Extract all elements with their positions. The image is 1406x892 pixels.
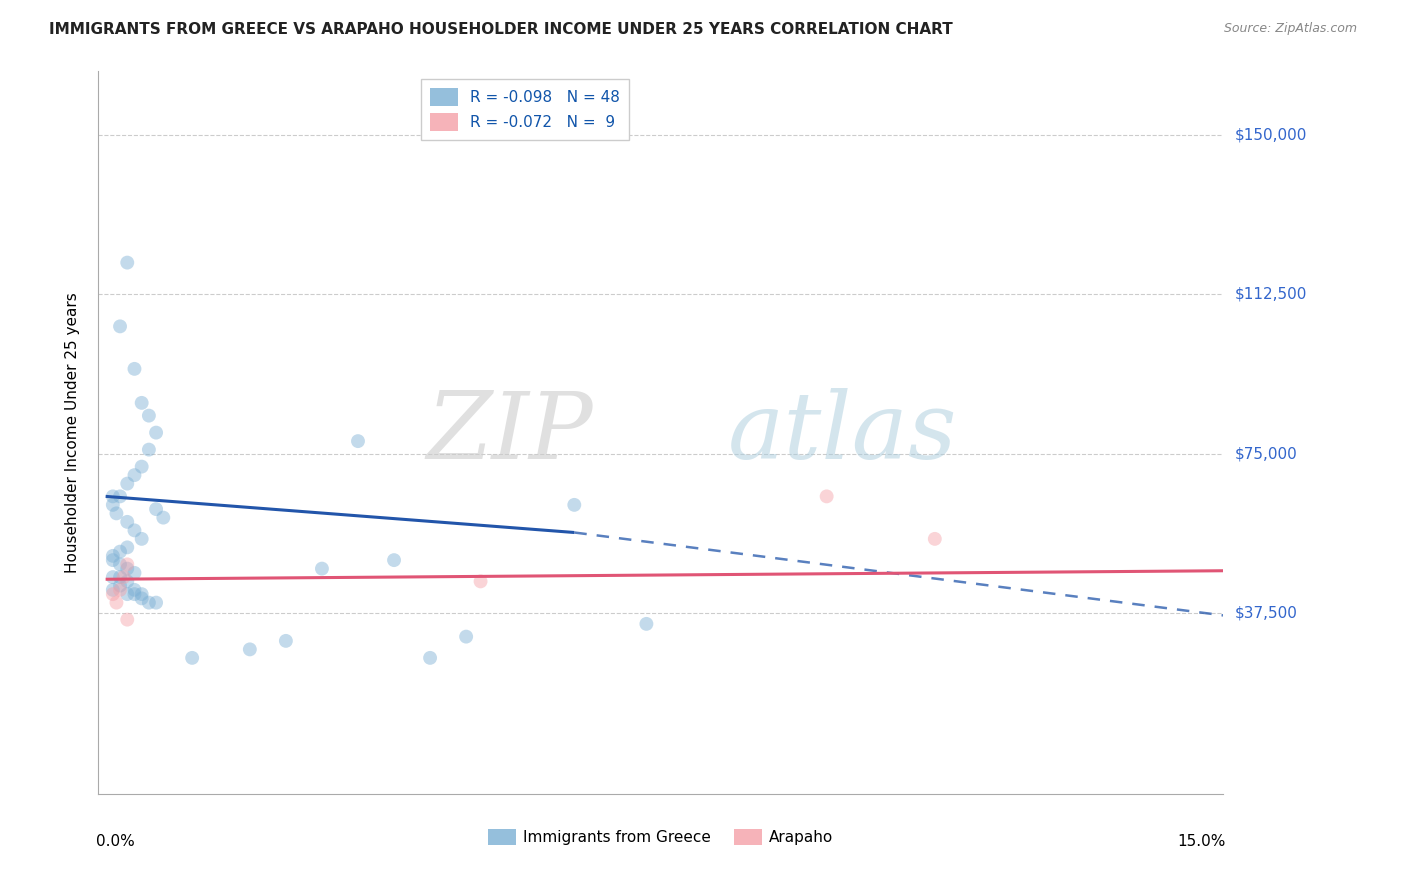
- Point: [124, 582, 146, 597]
- Point: [138, 409, 160, 423]
- Point: [815, 489, 838, 503]
- Text: IMMIGRANTS FROM GREECE VS ARAPAHO HOUSEHOLDER INCOME UNDER 25 YEARS CORRELATION : IMMIGRANTS FROM GREECE VS ARAPAHO HOUSEH…: [49, 22, 953, 37]
- Point: [145, 425, 167, 440]
- Point: [101, 570, 124, 584]
- Point: [311, 561, 333, 575]
- Point: [562, 498, 585, 512]
- Point: [239, 642, 262, 657]
- Text: 15.0%: 15.0%: [1177, 834, 1226, 848]
- Point: [108, 558, 131, 572]
- Point: [145, 502, 167, 516]
- Point: [636, 616, 658, 631]
- Point: [101, 553, 124, 567]
- Point: [274, 633, 297, 648]
- Point: [117, 587, 139, 601]
- Point: [117, 561, 139, 575]
- Point: [108, 319, 131, 334]
- Text: $150,000: $150,000: [1234, 128, 1306, 143]
- Point: [108, 582, 131, 597]
- Point: [131, 396, 153, 410]
- Point: [145, 596, 167, 610]
- Point: [152, 510, 174, 524]
- Point: [105, 507, 128, 521]
- Point: [138, 442, 160, 457]
- Legend: Immigrants from Greece, Arapaho: Immigrants from Greece, Arapaho: [482, 823, 839, 851]
- Point: [108, 570, 131, 584]
- Point: [108, 489, 131, 503]
- Point: [131, 591, 153, 606]
- Point: [382, 553, 405, 567]
- Point: [456, 630, 478, 644]
- Point: [924, 532, 946, 546]
- Point: [117, 515, 139, 529]
- Point: [138, 596, 160, 610]
- Point: [108, 579, 131, 593]
- Point: [131, 587, 153, 601]
- Text: atlas: atlas: [728, 388, 957, 477]
- Point: [131, 459, 153, 474]
- Text: $75,000: $75,000: [1234, 446, 1298, 461]
- Point: [124, 362, 146, 376]
- Point: [181, 651, 204, 665]
- Point: [101, 587, 124, 601]
- Point: [124, 468, 146, 483]
- Point: [101, 582, 124, 597]
- Point: [108, 544, 131, 558]
- Text: $37,500: $37,500: [1234, 606, 1298, 621]
- Point: [101, 489, 124, 503]
- Point: [117, 574, 139, 589]
- Point: [117, 541, 139, 555]
- Point: [131, 532, 153, 546]
- Point: [105, 596, 128, 610]
- Point: [112, 570, 135, 584]
- Point: [101, 549, 124, 563]
- Point: [117, 255, 139, 269]
- Point: [419, 651, 441, 665]
- Point: [124, 524, 146, 538]
- Point: [117, 476, 139, 491]
- Point: [347, 434, 370, 449]
- Point: [124, 566, 146, 580]
- Text: ZIP: ZIP: [426, 388, 593, 477]
- Point: [470, 574, 492, 589]
- Point: [117, 558, 139, 572]
- Y-axis label: Householder Income Under 25 years: Householder Income Under 25 years: [65, 293, 80, 573]
- Point: [124, 587, 146, 601]
- Point: [101, 498, 124, 512]
- Text: $112,500: $112,500: [1234, 287, 1306, 302]
- Text: 0.0%: 0.0%: [96, 834, 135, 848]
- Point: [117, 613, 139, 627]
- Text: Source: ZipAtlas.com: Source: ZipAtlas.com: [1223, 22, 1357, 36]
